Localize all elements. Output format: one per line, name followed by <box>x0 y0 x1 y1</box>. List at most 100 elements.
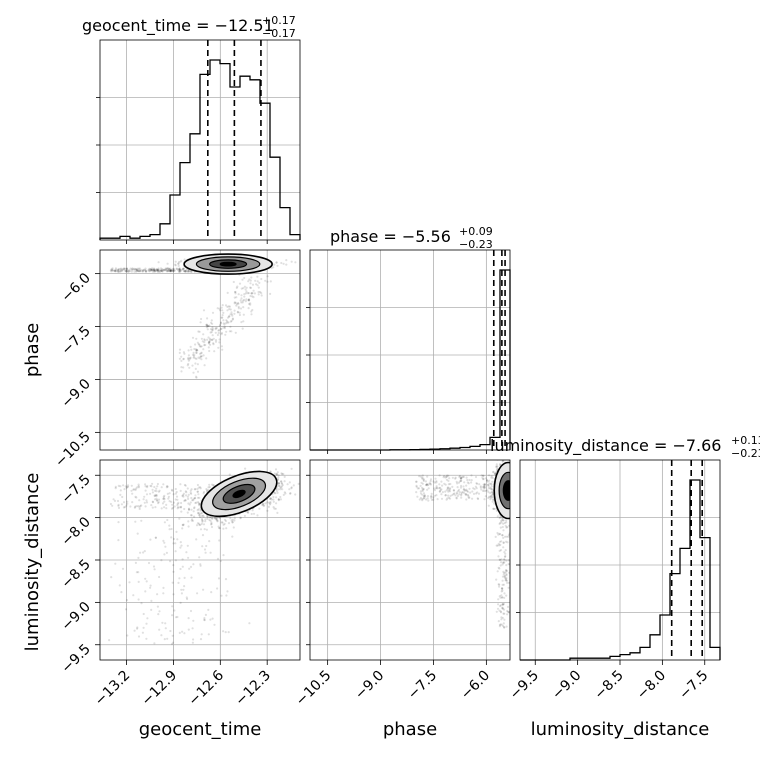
scatter-point <box>231 314 234 317</box>
scatter-point <box>208 337 211 340</box>
scatter-point <box>209 331 212 334</box>
scatter-point <box>260 277 263 281</box>
scatter-point <box>226 291 229 294</box>
scatter-point <box>149 484 152 487</box>
scatter-point <box>451 476 454 479</box>
scatter-point <box>180 359 183 362</box>
scatter-point <box>424 480 427 483</box>
scatter-point <box>220 345 223 348</box>
title-luminosity-distance: luminosity_distance = −7.66 <box>490 436 721 456</box>
scatter-point <box>209 519 212 522</box>
scatter-point <box>213 350 216 353</box>
scatter-point <box>162 495 165 498</box>
scatter-point <box>136 627 139 630</box>
scatter-point <box>204 343 207 347</box>
scatter-point <box>189 357 192 360</box>
scatter-point <box>186 270 189 273</box>
scatter-point <box>474 475 478 479</box>
scatter-point <box>507 611 510 614</box>
scatter-point <box>181 494 184 497</box>
scatter-point <box>503 551 506 554</box>
scatter-point <box>244 288 247 291</box>
scatter-point <box>237 305 240 308</box>
scatter-point <box>464 489 467 492</box>
title-geocent-time-minus: −0.17 <box>262 27 296 40</box>
scatter-point <box>201 534 205 537</box>
scatter-point <box>428 482 431 485</box>
scatter-point <box>152 268 155 271</box>
scatter-point <box>281 482 284 485</box>
scatter-point <box>282 262 285 265</box>
scatter-point <box>119 270 122 273</box>
scatter-point <box>133 268 136 271</box>
scatter-point <box>167 269 170 273</box>
scatter-point <box>501 525 504 529</box>
scatter-point <box>501 607 504 610</box>
scatter-point <box>470 481 473 484</box>
scatter-point <box>269 502 272 505</box>
ylabel-luminosity-distance: luminosity_distance <box>22 473 43 652</box>
scatter-point <box>117 503 120 506</box>
scatter-point <box>154 269 157 272</box>
scatter-point <box>226 590 229 593</box>
scatter-point <box>510 494 512 496</box>
scatter-point <box>211 328 214 331</box>
scatter-point <box>247 307 250 310</box>
scatter-point <box>174 498 177 501</box>
scatter-point <box>180 259 183 262</box>
scatter-point <box>233 302 236 305</box>
scatter-point <box>260 294 263 297</box>
scatter-point <box>214 331 217 334</box>
scatter-point <box>139 551 142 554</box>
scatter-point <box>114 562 117 565</box>
scatter-point <box>181 565 184 568</box>
scatter-point <box>156 270 159 273</box>
scatter-point <box>277 476 280 479</box>
scatter-point <box>170 269 173 272</box>
scatter-point <box>157 490 160 493</box>
scatter-point <box>489 487 492 490</box>
scatter-point <box>121 268 124 271</box>
scatter-point <box>501 575 505 578</box>
scatter-point <box>169 560 172 563</box>
scatter-point <box>168 500 171 503</box>
scatter-point <box>211 326 214 329</box>
scatter-point <box>446 487 449 490</box>
scatter-point <box>210 321 213 324</box>
scatter-point <box>192 563 195 566</box>
scatter-point <box>182 351 185 354</box>
scatter-point <box>199 345 202 348</box>
scatter-point <box>192 499 195 502</box>
scatter-point <box>500 558 503 561</box>
scatter-point <box>490 483 493 486</box>
scatter-point <box>483 486 486 489</box>
scatter-point <box>236 311 239 314</box>
scatter-point <box>242 320 245 323</box>
scatter-point <box>188 358 191 361</box>
scatter-point <box>455 492 459 495</box>
scatter-point <box>165 485 169 488</box>
scatter-point <box>511 485 513 487</box>
scatter-point <box>156 593 159 596</box>
scatter-point <box>194 494 197 497</box>
scatter-point <box>180 370 183 373</box>
scatter-point <box>191 353 195 356</box>
scatter-point <box>224 322 227 325</box>
scatter-point <box>133 270 136 273</box>
scatter-point <box>502 602 506 606</box>
scatter-point <box>283 491 286 494</box>
scatter-point <box>210 525 214 529</box>
x-tick-label: −13.2 <box>92 668 134 710</box>
scatter-point <box>113 499 117 502</box>
scatter-point <box>222 311 225 314</box>
scatter-point <box>498 463 501 466</box>
scatter-point <box>488 479 491 482</box>
scatter-point <box>146 617 149 620</box>
scatter-point <box>135 496 138 499</box>
scatter-point <box>511 484 513 486</box>
scatter-point <box>148 269 151 272</box>
scatter-point <box>459 486 463 489</box>
scatter-point <box>137 269 140 272</box>
scatter-point <box>112 269 115 272</box>
scatter-point <box>163 506 166 509</box>
